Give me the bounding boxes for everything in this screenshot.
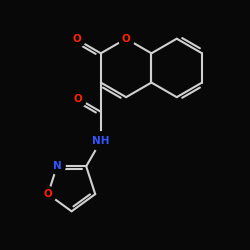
Text: NH: NH [92,136,110,146]
Text: O: O [44,189,52,199]
Text: O: O [74,94,82,104]
Text: O: O [122,34,130,44]
Text: N: N [52,161,61,171]
Text: O: O [72,34,81,44]
